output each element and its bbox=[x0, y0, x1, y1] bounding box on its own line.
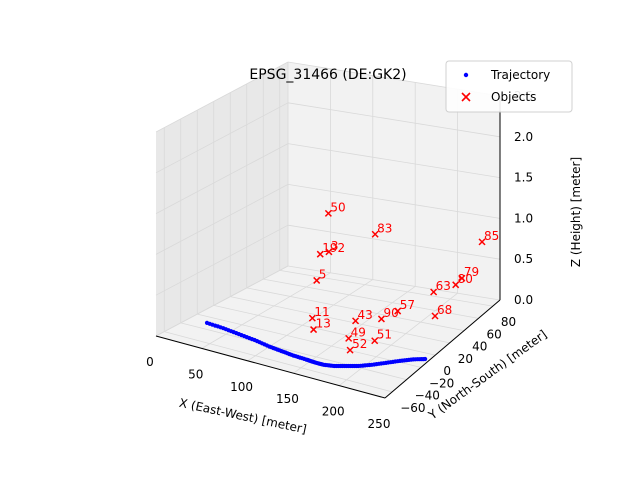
object-label: 5 bbox=[319, 267, 327, 281]
legend-objects-marker bbox=[461, 92, 471, 102]
object-label: 68 bbox=[437, 303, 452, 317]
legend-trajectory-marker bbox=[463, 72, 469, 78]
object-label: 49 bbox=[351, 325, 366, 339]
grid-z-left bbox=[155, 224, 289, 296]
object-marker bbox=[371, 230, 379, 238]
object-label: 79 bbox=[464, 265, 479, 279]
grid-z-back bbox=[287, 143, 501, 178]
y-tick-label: −60 bbox=[400, 401, 425, 415]
grid-z-back bbox=[287, 102, 501, 138]
grid-z-left bbox=[155, 265, 289, 337]
object-label: 85 bbox=[484, 229, 499, 243]
object-label: 52 bbox=[352, 337, 367, 351]
y-tick-label: −20 bbox=[429, 376, 454, 390]
object-marker bbox=[345, 334, 353, 342]
z-tick-label: 2.0 bbox=[514, 130, 533, 144]
grid-z-back bbox=[287, 184, 501, 219]
object-marker bbox=[478, 238, 486, 246]
left-wall-pane bbox=[156, 62, 288, 336]
object-label: 80 bbox=[458, 272, 473, 286]
z-tick-label: 1.0 bbox=[514, 211, 533, 225]
x-tick-label: 100 bbox=[230, 380, 253, 394]
legend-trajectory-label: Trajectory bbox=[490, 68, 550, 82]
grid-y-floor bbox=[180, 322, 407, 381]
y-tick-label: 20 bbox=[458, 352, 473, 366]
object-marker bbox=[346, 346, 354, 354]
x-tick-label: 200 bbox=[322, 405, 345, 419]
object-label: 83 bbox=[377, 221, 392, 235]
object-marker bbox=[324, 209, 332, 217]
object-marker bbox=[316, 250, 324, 258]
grid-y-floor bbox=[230, 296, 450, 344]
grid-z-left bbox=[155, 102, 289, 174]
y-tick-label: 80 bbox=[501, 315, 516, 329]
object-marker bbox=[452, 281, 460, 289]
chart-title: EPSG_31466 (DE:GK2) bbox=[249, 67, 406, 83]
grid-z-back bbox=[287, 265, 501, 301]
y-tick-label: 0 bbox=[443, 364, 451, 378]
x-tick-label: 50 bbox=[188, 367, 203, 381]
grid-y-floor bbox=[164, 331, 393, 393]
legend-box bbox=[445, 60, 573, 113]
trajectory-point bbox=[423, 356, 428, 362]
object-label: 3 bbox=[331, 239, 339, 253]
object-label: 51 bbox=[377, 328, 392, 342]
object-marker bbox=[431, 312, 439, 320]
object-label: 13 bbox=[316, 317, 331, 331]
object-marker bbox=[325, 248, 333, 256]
object-marker bbox=[458, 274, 466, 282]
grid-x-floor bbox=[201, 272, 331, 349]
object-marker bbox=[352, 317, 360, 325]
y-tick-label: −40 bbox=[415, 389, 440, 403]
grid-y-floor bbox=[213, 304, 436, 356]
x-tick-label: 0 bbox=[146, 355, 154, 369]
grid-lines bbox=[155, 61, 501, 399]
x-tick-label: 250 bbox=[368, 417, 391, 431]
back-wall-pane bbox=[288, 62, 500, 300]
object-label: 57 bbox=[400, 298, 415, 312]
object-marker bbox=[430, 288, 438, 296]
object-marker bbox=[394, 307, 402, 315]
object-label: 43 bbox=[358, 308, 373, 322]
object-marker bbox=[313, 276, 321, 284]
object-marker bbox=[308, 314, 316, 322]
object-label: 63 bbox=[436, 279, 451, 293]
object-marker bbox=[310, 326, 318, 334]
grid-x-floor bbox=[338, 292, 458, 386]
object-label: 90 bbox=[383, 306, 398, 320]
grid-z-left bbox=[155, 143, 289, 214]
object-label: 192 bbox=[322, 241, 345, 255]
y-tick-label: 40 bbox=[472, 340, 487, 354]
object-label: 50 bbox=[330, 200, 345, 214]
x-axis-line bbox=[155, 335, 386, 399]
legend-objects-label: Objects bbox=[491, 90, 536, 104]
z-tick-label: 0.5 bbox=[514, 252, 533, 266]
grid-y-floor bbox=[197, 313, 422, 368]
x-tick-label: 150 bbox=[276, 392, 299, 406]
grid-y-floor bbox=[263, 278, 479, 319]
grid-z-left bbox=[155, 184, 289, 255]
grid-y-floor bbox=[279, 269, 493, 307]
y-axis-line bbox=[384, 299, 501, 399]
z-axis-label: Z (Height) [meter] bbox=[569, 157, 583, 267]
grid-z-back bbox=[287, 224, 501, 260]
y-tick-label: 60 bbox=[486, 327, 501, 341]
object-label: 11 bbox=[314, 305, 329, 319]
legend: Trajectory Objects bbox=[445, 60, 573, 113]
grid-y-floor bbox=[246, 287, 465, 332]
z-tick-label: 0.0 bbox=[514, 293, 533, 307]
object-marker bbox=[371, 337, 379, 345]
z-tick-label: 1.5 bbox=[514, 171, 533, 185]
grid-z-left bbox=[155, 61, 289, 133]
grid-x-floor bbox=[293, 286, 416, 374]
object-marker bbox=[377, 315, 385, 323]
